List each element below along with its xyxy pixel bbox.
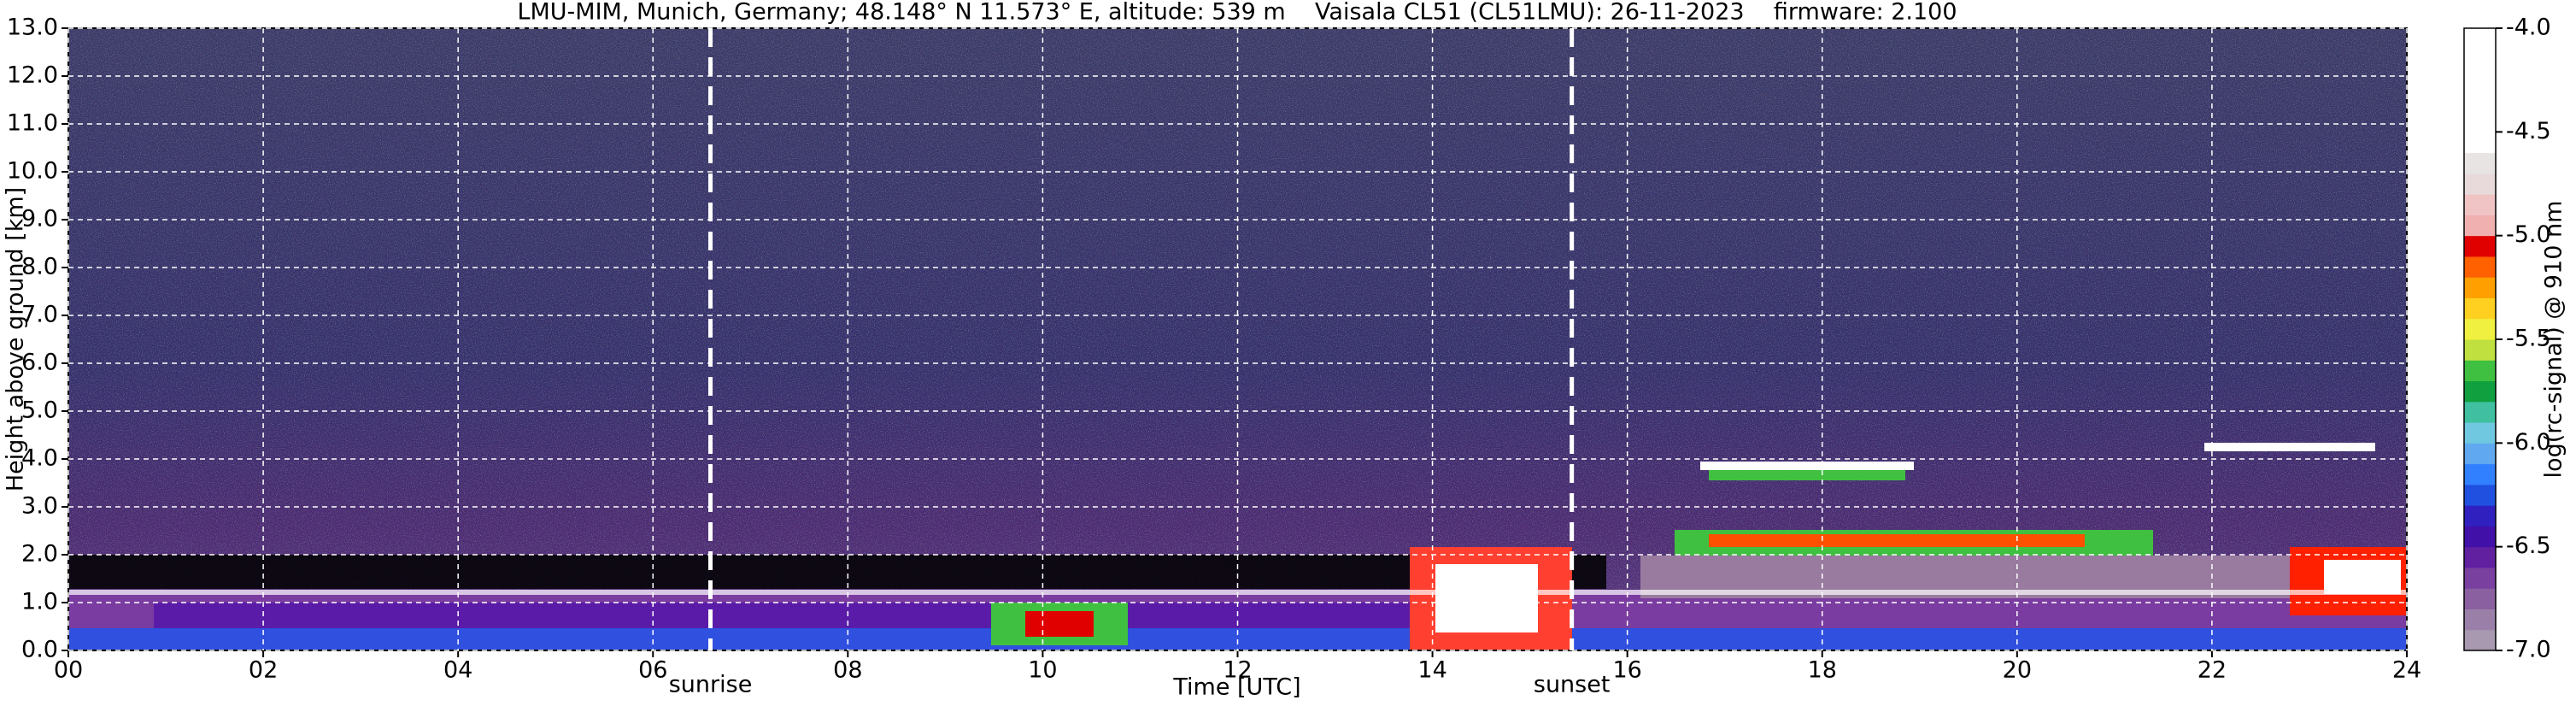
colorbar-swatch <box>2464 380 2496 403</box>
x-axis-label: Time [UTC] <box>1172 674 1300 701</box>
colorbar-swatch <box>2464 629 2496 651</box>
colorbar-swatch <box>2464 609 2496 631</box>
x-tick-label: 10 <box>1028 657 1057 684</box>
y-tick-label: 0.0 <box>21 637 58 663</box>
x-tick-label: 08 <box>833 657 862 684</box>
colorbar-swatch <box>2464 256 2496 278</box>
y-tick-label: 8.0 <box>21 254 58 280</box>
colorbar-swatch <box>2464 111 2496 132</box>
colorbar-swatch <box>2464 235 2496 257</box>
colorbar-tick-label: -6.0 <box>2506 429 2551 456</box>
y-tick-label: 9.0 <box>21 206 58 232</box>
colorbar-tick-label: -4.5 <box>2506 118 2551 144</box>
x-tick-label: 06 <box>638 657 667 684</box>
y-tick-label: 3.0 <box>21 493 58 520</box>
colorbar-swatch <box>2464 318 2496 340</box>
colorbar-swatch <box>2464 28 2496 50</box>
colorbar-swatch <box>2464 173 2496 195</box>
colorbar-swatch <box>2464 567 2496 589</box>
x-tick-label: 16 <box>1612 657 1641 684</box>
x-tick-label: 00 <box>54 657 83 684</box>
colorbar-swatch <box>2464 90 2496 112</box>
colorbar-swatch <box>2464 132 2496 154</box>
event-label: sunrise <box>669 672 753 698</box>
y-tick-label: 2.0 <box>21 541 58 568</box>
x-tick-label: 18 <box>1808 657 1837 684</box>
colorbar-swatch <box>2464 526 2496 548</box>
colorbar-swatch <box>2464 215 2496 237</box>
y-tick-label: 10.0 <box>7 158 58 185</box>
colorbar-swatch <box>2464 546 2496 568</box>
y-tick-label: 12.0 <box>7 62 58 89</box>
x-tick-label: 02 <box>249 657 278 684</box>
x-tick-label: 14 <box>1417 657 1446 684</box>
y-tick-label: 13.0 <box>7 15 58 41</box>
colorbar-swatch <box>2464 152 2496 174</box>
x-tick-label: 24 <box>2392 657 2421 684</box>
colorbar-swatch <box>2464 484 2496 506</box>
colorbar-swatch <box>2464 339 2496 361</box>
colorbar-swatch <box>2464 588 2496 609</box>
colorbar-swatch <box>2464 401 2496 423</box>
colorbar-tick-label: -4.0 <box>2506 15 2551 41</box>
x-tick-label: 22 <box>2198 657 2227 684</box>
colorbar-swatch <box>2464 360 2496 382</box>
y-tick-label: 7.0 <box>21 302 58 328</box>
y-tick-label: 5.0 <box>21 397 58 424</box>
x-tick-label: 04 <box>443 657 472 684</box>
colorbar-swatch <box>2464 277 2496 298</box>
colorbar-swatch <box>2464 463 2496 485</box>
colorbar-swatch <box>2464 194 2496 215</box>
colorbar-swatch <box>2464 49 2496 71</box>
x-tick-label: 20 <box>2003 657 2032 684</box>
colorbar-tick-label: -6.5 <box>2506 532 2551 559</box>
event-label: sunset <box>1534 672 1611 698</box>
colorbar-tick-label: -7.0 <box>2506 637 2551 663</box>
colorbar-label: log(rc-signal) @ 910 nm <box>2541 201 2567 479</box>
colorbar-tick-label: -5.5 <box>2506 326 2551 352</box>
y-tick-label: 6.0 <box>21 350 58 376</box>
y-tick-label: 4.0 <box>21 445 58 472</box>
y-tick-label: 11.0 <box>7 110 58 137</box>
colorbar-tick-label: -5.0 <box>2506 221 2551 248</box>
colorbar-swatch <box>2464 505 2496 527</box>
colorbar-swatch <box>2464 443 2496 465</box>
y-tick-label: 1.0 <box>21 589 58 615</box>
chart-title: LMU-MIM, Munich, Germany; 48.148° N 11.5… <box>517 0 1957 26</box>
colorbar-swatch <box>2464 422 2496 444</box>
colorbar-swatch <box>2464 297 2496 320</box>
colorbar-swatch <box>2464 69 2496 91</box>
x-tick-label: 12 <box>1223 657 1252 684</box>
y-axis-label: Height above ground [km] <box>3 187 29 491</box>
